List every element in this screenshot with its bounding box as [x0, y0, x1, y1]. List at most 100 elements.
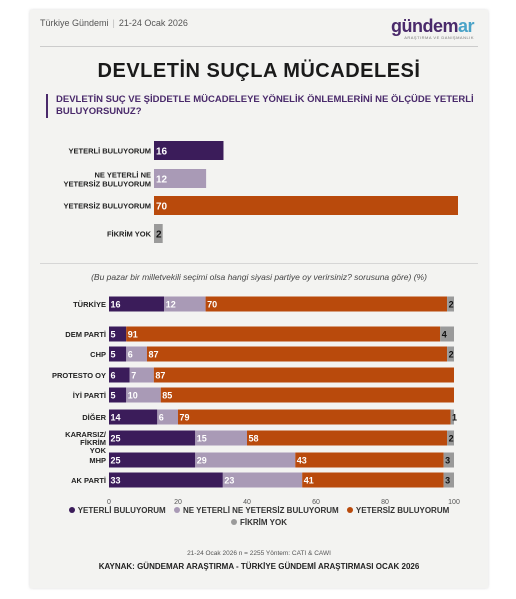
category-label: FİKRİM YOK: [107, 230, 152, 239]
segment-value-label: 29: [197, 456, 207, 466]
segment-value-label: 87: [155, 371, 165, 381]
stack-segment: [109, 430, 196, 446]
breakdown-subtitle: (Bu pazar bir milletvekili seçimi olsa h…: [91, 272, 427, 282]
stack-segment: [295, 452, 444, 468]
segment-value-label: 3: [445, 476, 450, 486]
stack-segment: [109, 346, 127, 362]
gundemar-logo: gündemar ARAŞTIRMA VE DANIŞMANLIK: [391, 16, 475, 40]
segment-value-label: 1: [452, 413, 457, 423]
legend-swatch: [68, 506, 75, 513]
legend-swatch: [346, 506, 353, 513]
stack-segment: [205, 296, 448, 312]
party-label: AK PARTİ: [71, 476, 106, 485]
segment-value-label: 2: [449, 350, 454, 360]
segment-value-label: 3: [445, 456, 450, 466]
stack-segment: [109, 367, 130, 383]
logo-accent: ar: [457, 16, 475, 36]
stack-segment: [450, 409, 454, 425]
stack-segment: [160, 387, 454, 403]
stack-segment: [109, 387, 127, 403]
chart-legend: YETERLİ BULUYORUM NE YETERLİ NE YETERSİZ…: [30, 505, 488, 529]
segment-value-label: 79: [180, 413, 190, 423]
segment-value-label: 5: [111, 350, 116, 360]
legend-label: FİKRİM YOK: [240, 518, 287, 527]
stack-segment: [109, 452, 196, 468]
stack-segment: [109, 409, 158, 425]
legend-label: YETERSİZ BULUYORUM: [355, 506, 450, 515]
stack-segment: [109, 296, 165, 312]
stack-segment: [443, 452, 454, 468]
segment-value-label: 15: [197, 434, 207, 444]
header-line: Türkiye Gündemi | 21-24 Ocak 2026: [40, 18, 188, 28]
category-label: NE YETERLİ NE YETERSİZ BULUYORUM: [63, 171, 151, 189]
bar: [154, 169, 207, 188]
source-note: KAYNAK: GÜNDEMAR ARAŞTIRMA - TÜRKİYE GÜN…: [98, 562, 420, 571]
segment-value-label: 41: [304, 476, 314, 486]
party-label: PROTESTO OY: [52, 371, 106, 380]
legend-item-ne-yeterli: NE YETERLİ NE YETERSİZ BULUYORUM: [173, 505, 339, 517]
segment-value-label: 6: [159, 413, 164, 423]
legend-swatch: [231, 518, 238, 525]
stack-segment: [447, 346, 454, 362]
stack-segment: [126, 387, 161, 403]
legend-label: NE YETERLİ NE YETERSİZ BULUYORUM: [182, 506, 339, 515]
stack-segment: [129, 367, 154, 383]
stack-segment: [195, 452, 296, 468]
segment-value-label: 7: [131, 371, 136, 381]
x-tick-label: 100: [448, 499, 460, 506]
stack-segment: [153, 367, 454, 383]
x-tick-label: 80: [381, 499, 389, 506]
methodology-note: 21-24 Ocak 2026 n = 2255 Yöntem: CATI & …: [187, 550, 331, 557]
segment-value-label: 43: [297, 456, 307, 466]
logo-tagline: ARAŞTIRMA VE DANIŞMANLIK: [404, 35, 474, 40]
stack-segment: [109, 326, 127, 342]
party-label: DİĞER: [82, 413, 106, 422]
segment-value-label: 91: [128, 330, 138, 340]
segment-value-label: 85: [162, 391, 172, 401]
section-label: Türkiye Gündemi: [40, 18, 109, 28]
segment-value-label: 5: [111, 391, 116, 401]
segment-value-label: 16: [111, 300, 121, 310]
category-label: YETERLİ BULUYORUM: [69, 147, 152, 156]
stack-segment: [157, 409, 178, 425]
stack-segment: [178, 409, 451, 425]
segment-value-label: 6: [111, 371, 116, 381]
x-tick-label: 60: [312, 499, 320, 506]
stack-segment: [447, 430, 454, 446]
date-label: 21-24 Ocak 2026: [118, 18, 188, 28]
segment-value-label: 25: [111, 456, 121, 466]
party-label: KARARSIZ/FİKRİM YOK: [65, 430, 107, 455]
segment-value-label: 6: [128, 350, 133, 360]
stack-segment: [440, 326, 454, 342]
infographic-card: Türkiye Gündemi | 21-24 Ocak 2026 gündemar…: [30, 10, 488, 588]
legend-label: YETERLİ BULUYORUM: [77, 506, 166, 515]
stack-segment: [164, 296, 206, 312]
segment-value-label: 70: [207, 300, 217, 310]
segment-value-label: 4: [442, 330, 447, 340]
bar-value-label: 16: [156, 147, 168, 158]
segment-value-label: 25: [111, 434, 121, 444]
page-title: DEVLETİN SUÇLA MÜCADELESİ: [97, 60, 421, 82]
stack-segment: [109, 472, 223, 488]
legend-item-fikrim-yok: FİKRİM YOK: [231, 517, 287, 529]
bar: [154, 196, 458, 215]
stack-segment: [222, 472, 303, 488]
party-label: CHP: [90, 350, 106, 359]
party-label: İYİ PARTİ: [73, 391, 106, 400]
survey-question: DEVLETİN SUÇ VE ŞİDDETLE MÜCADELEYE YÖNE…: [46, 94, 476, 118]
bar-value-label: 2: [156, 230, 162, 241]
legend-swatch: [173, 506, 180, 513]
legend-item-yeterli: YETERLİ BULUYORUM: [68, 505, 166, 517]
stack-segment: [126, 346, 147, 362]
party-label: TÜRKİYE: [73, 300, 106, 309]
bar: [154, 224, 163, 243]
segment-value-label: 87: [148, 350, 158, 360]
segment-value-label: 23: [224, 476, 234, 486]
category-label: YETERSİZ BULUYORUM: [63, 202, 151, 211]
stack-segment: [247, 430, 448, 446]
legend-item-yetersiz: YETERSİZ BULUYORUM: [346, 505, 450, 517]
overall-bar-chart: YETERLİ BULUYORUM 16 NE YETERLİ NE YETERSİZ…: [63, 141, 458, 243]
x-tick-label: 20: [174, 499, 182, 506]
stack-segment: [195, 430, 247, 446]
